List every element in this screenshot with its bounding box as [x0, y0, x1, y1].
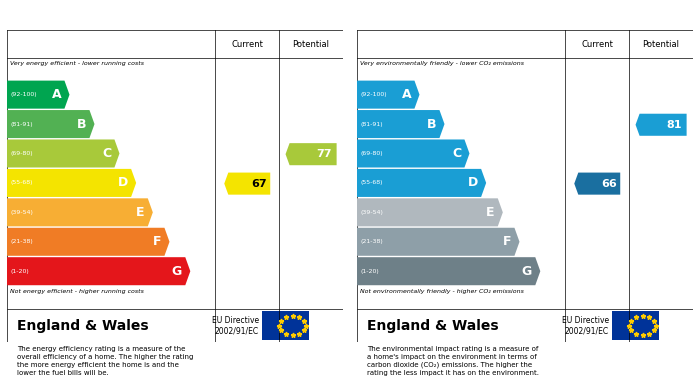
Polygon shape — [7, 110, 94, 138]
Text: Not environmentally friendly - higher CO₂ emissions: Not environmentally friendly - higher CO… — [360, 289, 524, 294]
Text: (55-68): (55-68) — [10, 180, 33, 185]
Text: F: F — [153, 235, 161, 248]
Text: F: F — [503, 235, 511, 248]
Text: England & Wales: England & Wales — [17, 319, 148, 332]
Text: Environmental Impact (CO₂) Rating: Environmental Impact (CO₂) Rating — [367, 11, 599, 24]
Text: E: E — [136, 206, 144, 219]
Polygon shape — [636, 114, 687, 136]
Polygon shape — [7, 198, 153, 226]
Bar — [612, 310, 659, 341]
Text: (39-54): (39-54) — [360, 210, 383, 215]
Text: Very energy efficient - lower running costs: Very energy efficient - lower running co… — [10, 61, 144, 66]
Text: (81-91): (81-91) — [10, 122, 33, 127]
Polygon shape — [7, 140, 120, 167]
Text: EU Directive
2002/91/EC: EU Directive 2002/91/EC — [562, 316, 609, 335]
Polygon shape — [357, 81, 419, 109]
Text: The energy efficiency rating is a measure of the
overall efficiency of a home. T: The energy efficiency rating is a measur… — [17, 346, 193, 376]
Polygon shape — [286, 143, 337, 165]
Text: (55-68): (55-68) — [360, 180, 383, 185]
Text: D: D — [468, 176, 478, 189]
Polygon shape — [357, 169, 486, 197]
Text: (21-38): (21-38) — [10, 239, 33, 244]
Polygon shape — [357, 228, 519, 256]
Text: (92-100): (92-100) — [360, 92, 387, 97]
Text: 77: 77 — [316, 149, 332, 159]
Text: (81-91): (81-91) — [360, 122, 383, 127]
Text: 66: 66 — [601, 179, 617, 188]
Text: E: E — [486, 206, 494, 219]
Text: Very environmentally friendly - lower CO₂ emissions: Very environmentally friendly - lower CO… — [360, 61, 524, 66]
Text: (1-20): (1-20) — [360, 269, 379, 274]
Text: (1-20): (1-20) — [10, 269, 29, 274]
Text: (92-100): (92-100) — [10, 92, 37, 97]
Text: C: C — [102, 147, 111, 160]
Polygon shape — [7, 228, 169, 256]
Text: G: G — [172, 265, 182, 278]
Text: The environmental impact rating is a measure of
a home's impact on the environme: The environmental impact rating is a mea… — [367, 346, 539, 376]
Text: England & Wales: England & Wales — [367, 319, 498, 332]
Text: 81: 81 — [666, 120, 682, 130]
Text: Energy Efficiency Rating: Energy Efficiency Rating — [17, 11, 180, 24]
Polygon shape — [224, 172, 270, 195]
Bar — [262, 310, 309, 341]
Text: B: B — [426, 118, 436, 131]
Polygon shape — [574, 172, 620, 195]
Text: A: A — [52, 88, 61, 101]
Polygon shape — [7, 169, 136, 197]
Text: B: B — [76, 118, 86, 131]
Text: Current: Current — [231, 40, 263, 49]
Text: (21-38): (21-38) — [360, 239, 383, 244]
Text: (69-80): (69-80) — [10, 151, 33, 156]
Text: (69-80): (69-80) — [360, 151, 383, 156]
Text: A: A — [402, 88, 411, 101]
Text: Potential: Potential — [293, 40, 330, 49]
Polygon shape — [357, 198, 503, 226]
Text: C: C — [452, 147, 461, 160]
Text: Potential: Potential — [643, 40, 680, 49]
Text: D: D — [118, 176, 128, 189]
Polygon shape — [7, 257, 190, 285]
Polygon shape — [7, 81, 69, 109]
Text: EU Directive
2002/91/EC: EU Directive 2002/91/EC — [212, 316, 259, 335]
Text: Current: Current — [581, 40, 613, 49]
Text: 67: 67 — [251, 179, 267, 188]
Polygon shape — [357, 110, 444, 138]
Text: (39-54): (39-54) — [10, 210, 33, 215]
Text: Not energy efficient - higher running costs: Not energy efficient - higher running co… — [10, 289, 144, 294]
Polygon shape — [357, 257, 540, 285]
Text: G: G — [522, 265, 532, 278]
Polygon shape — [357, 140, 470, 167]
